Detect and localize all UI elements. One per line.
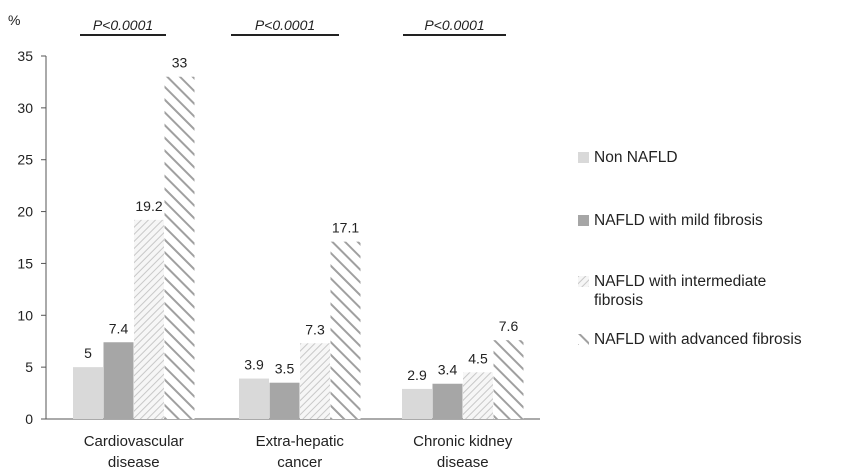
p-value-label: P<0.0001 <box>424 17 484 33</box>
y-tick-label: 30 <box>17 100 33 116</box>
bar <box>239 378 269 419</box>
p-value-label: P<0.0001 <box>93 17 153 33</box>
data-label: 2.9 <box>407 367 427 383</box>
legend-label: NAFLD with mild fibrosis <box>594 212 763 229</box>
bar <box>432 383 463 419</box>
bar <box>73 367 103 419</box>
y-tick-label: 10 <box>17 307 33 323</box>
bar <box>402 388 432 419</box>
category-label: Chronic kidney disease <box>413 433 513 471</box>
p-value-label: P<0.0001 <box>255 17 315 33</box>
data-label: 7.3 <box>305 321 325 337</box>
y-tick-label: 35 <box>17 48 33 64</box>
bar <box>463 372 493 419</box>
data-label: 3.5 <box>275 361 295 377</box>
bar <box>269 382 300 419</box>
legend-item: NAFLD with advanced fibrosis <box>578 330 802 349</box>
data-label: 5 <box>84 345 92 361</box>
bar <box>164 76 195 419</box>
data-label: 3.4 <box>438 362 458 378</box>
data-label: 17.1 <box>332 220 359 236</box>
legend-item: Non NAFLD <box>578 148 678 167</box>
legend-label: NAFLD with advanced fibrosis <box>594 331 802 348</box>
bar <box>134 219 164 419</box>
bar <box>300 343 330 419</box>
category-labels: Cardiovascular disease Extra-hepatic cancer… <box>84 433 513 471</box>
data-label: 4.5 <box>468 350 488 366</box>
y-axis-label: % <box>8 12 20 28</box>
data-label: 19.2 <box>135 198 162 214</box>
legend-label: Non NAFLD <box>594 149 678 166</box>
data-label: 7.4 <box>109 320 129 336</box>
y-axis-ticks: 0 5 10 15 20 25 30 35 <box>17 48 46 427</box>
legend-item: NAFLD with mild fibrosis <box>578 211 763 230</box>
bars <box>73 76 524 419</box>
bar <box>103 342 134 419</box>
legend-swatch-solid-dark <box>578 215 589 226</box>
bar <box>493 340 524 419</box>
category-label: Extra-hepatic cancer <box>256 433 345 471</box>
y-tick-label: 25 <box>17 152 33 168</box>
legend-item: NAFLD with intermediate fibrosis <box>578 272 794 310</box>
legend-swatch-wide-hatch <box>578 334 589 345</box>
y-tick-label: 5 <box>25 359 33 375</box>
legend-swatch-light-hatch <box>578 276 589 287</box>
data-label: 3.9 <box>244 357 264 373</box>
p-value-annotations: P<0.0001 P<0.0001 P<0.0001 <box>80 17 506 36</box>
y-tick-label: 15 <box>17 255 33 271</box>
data-label: 33 <box>172 55 188 71</box>
legend-swatch-solid-light <box>578 152 589 163</box>
data-labels: 5 3.9 2.9 7.4 3.5 3.4 19.2 7.3 4.5 33 17.1 7.6 <box>84 55 518 383</box>
legend-label: NAFLD with intermediate fibrosis <box>594 273 767 309</box>
category-label: Cardiovascular disease <box>84 433 184 471</box>
y-tick-label: 0 <box>25 411 33 427</box>
y-tick-label: 20 <box>17 204 33 220</box>
bar <box>330 241 361 419</box>
data-label: 7.6 <box>499 318 519 334</box>
